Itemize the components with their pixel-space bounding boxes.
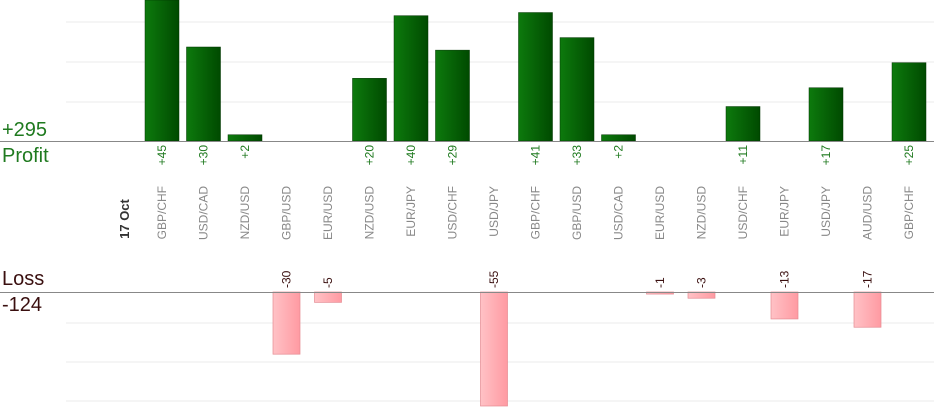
pair-tick-label: USD/CAD	[612, 186, 626, 240]
profit-total: +295	[2, 119, 48, 141]
pair-tick-label: USD/JPY	[819, 186, 833, 237]
pair-tick-label: EUR/USD	[653, 186, 667, 240]
profit-value-label: +20	[363, 145, 377, 166]
profit-bar	[186, 46, 221, 142]
pair-tick-label: NZD/USD	[695, 186, 709, 240]
profit-bar	[559, 37, 595, 142]
labels: +45 GBP/CHF +30 USD/CAD +2 NZD/USD -30 GBP/USD -…	[155, 145, 916, 288]
bars	[144, 0, 927, 407]
pair-tick-label: EUR/USD	[321, 186, 335, 240]
pair-tick-label: GBP/CHF	[529, 186, 543, 239]
loss-bar	[272, 291, 301, 355]
profit-value-label: +41	[529, 145, 543, 166]
loss-value-label: -30	[280, 270, 294, 288]
loss-value-label: -1	[653, 277, 667, 288]
pair-tick-label: EUR/JPY	[404, 186, 418, 237]
profit-bar	[227, 134, 263, 142]
pair-tick-label: USD/CHF	[446, 186, 460, 239]
profit-value-label: +45	[155, 145, 169, 166]
loss-value-label: -13	[778, 270, 792, 288]
profit-value-label: +2	[238, 145, 252, 159]
pair-tick-label: GBP/CHF	[155, 186, 169, 239]
axes	[0, 141, 934, 293]
loss-total: -124	[2, 294, 43, 316]
pair-tick-label: NZD/USD	[238, 186, 252, 240]
pair-tick-label: GBP/CHF	[902, 186, 916, 239]
profit-value-label: +40	[404, 145, 418, 166]
loss-value-label: -55	[487, 270, 501, 288]
profit-bar	[144, 0, 180, 142]
profit-bar	[393, 15, 429, 142]
profit-bar	[435, 49, 470, 142]
profit-bar	[891, 62, 927, 142]
profit-value-label: +17	[819, 145, 833, 166]
pair-tick-label: USD/JPY	[487, 186, 501, 237]
pair-tick-label: EUR/JPY	[778, 186, 792, 237]
profit-bar	[725, 106, 761, 142]
loss-value-label: -17	[861, 270, 875, 288]
loss-value-label: -3	[695, 277, 709, 288]
profit-value-label: +33	[570, 145, 584, 166]
pair-tick-label: NZD/USD	[363, 186, 377, 240]
loss-label: Loss	[2, 268, 45, 290]
loss-bar	[314, 291, 342, 303]
pair-tick-label: USD/CAD	[197, 186, 211, 240]
profit-value-label: +2	[612, 145, 626, 159]
date-label: 17 Oct	[117, 198, 132, 238]
loss-bar	[853, 291, 882, 328]
profit-value-label: +29	[446, 145, 460, 166]
pair-tick-label: GBP/USD	[570, 186, 584, 240]
loss-value-label: -5	[321, 277, 335, 288]
profit-bar	[518, 12, 553, 142]
pair-tick-label: GBP/USD	[280, 186, 294, 240]
profit-bar	[352, 78, 387, 142]
profit-bar	[808, 87, 844, 142]
pair-tick-label: AUD/USD	[861, 186, 875, 240]
loss-bar	[770, 291, 799, 320]
profit-value-label: +11	[736, 145, 750, 165]
pair-tick-label: USD/CHF	[736, 186, 750, 239]
profit-value-label: +25	[902, 145, 916, 166]
loss-bar	[480, 291, 508, 407]
profit-label: Profit	[2, 145, 49, 167]
profit-value-label: +30	[197, 145, 211, 166]
profit-bar	[601, 134, 636, 142]
